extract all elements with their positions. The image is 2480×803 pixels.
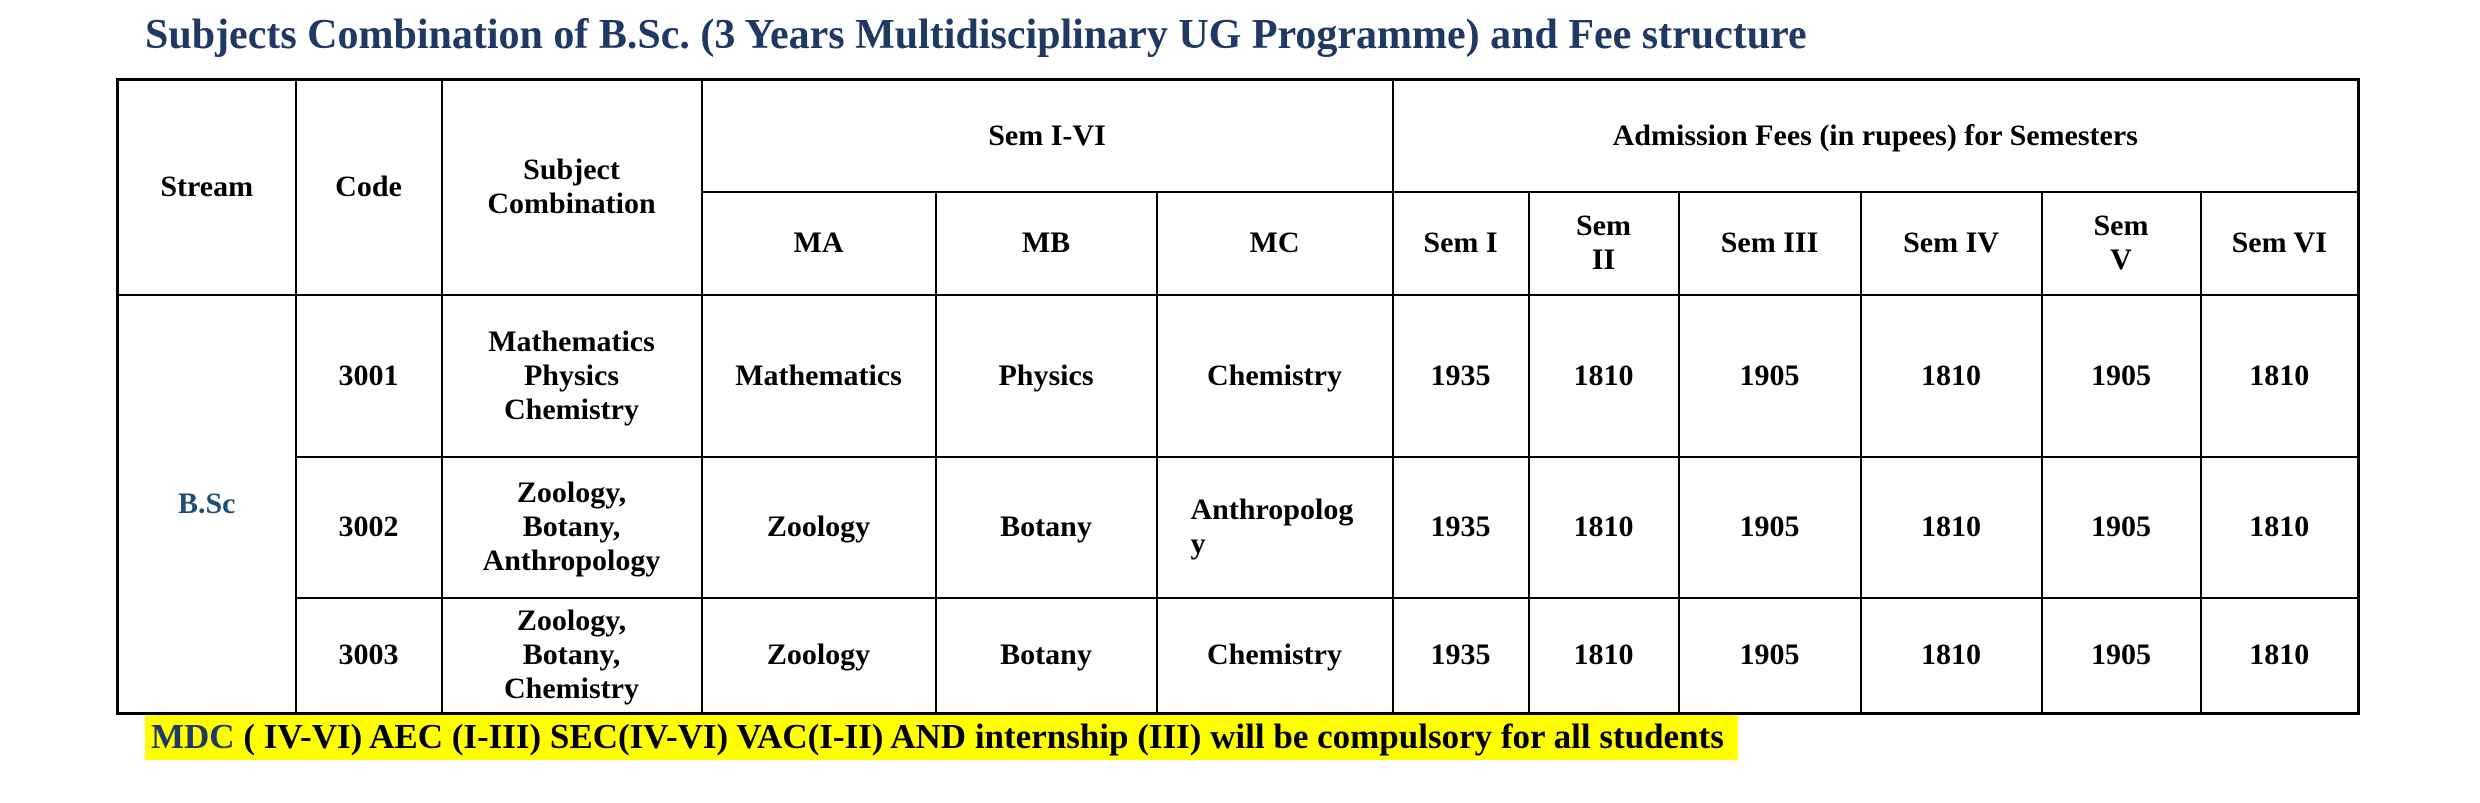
ma-cell: Zoology [700, 596, 937, 715]
fee-sem4-cell: 1810 [1859, 596, 2043, 715]
header-row-columns: MA MB MC Sem I Sem II Sem III Sem IV Sem… [118, 190, 2360, 296]
code-cell: 3002 [294, 455, 443, 599]
table-row-3002: 3002 Zoology, Botany, Anthropology Zoolo… [118, 455, 2360, 599]
mb-cell: Botany [934, 596, 1158, 715]
mb-cell: Botany [934, 455, 1158, 599]
fee-sem3-cell: 1905 [1677, 293, 1862, 458]
mb-cell: Physics [934, 293, 1158, 458]
fee-sem4-cell: 1810 [1859, 293, 2043, 458]
fee-sem6-cell: 1810 [2199, 596, 2360, 715]
mc-cell: Chemistry [1155, 596, 1394, 715]
code-cell: 3003 [294, 596, 443, 715]
header-sem-group: Sem I-VI [700, 78, 1394, 193]
fee-sem5-cell: 1905 [2040, 596, 2202, 715]
header-row-groups: Stream Code Subject Combination Sem I-VI… [116, 78, 2360, 296]
note-highlight: MDC ( IV-VI) AEC (I-III) SEC(IV-VI) VAC(… [145, 715, 1738, 760]
fee-sem3-cell: 1905 [1677, 455, 1862, 599]
header-ma: MA [700, 190, 937, 296]
ma-cell: Mathematics [700, 293, 937, 458]
fee-sem1-cell: 1935 [1391, 596, 1530, 715]
fee-sem5-cell: 1905 [2040, 293, 2202, 458]
compulsory-note: MDC ( IV-VI) AEC (I-III) SEC(IV-VI) VAC(… [145, 714, 1738, 760]
header-sem1: Sem I [1391, 190, 1530, 296]
header-sem5: Sem V [2040, 190, 2202, 296]
fee-sem1-cell: 1935 [1391, 455, 1530, 599]
combination-cell: Zoology, Botany, Chemistry [440, 596, 703, 715]
header-fees-group: Admission Fees (in rupees) for Semesters [1391, 78, 2360, 193]
fee-sem4-cell: 1810 [1859, 455, 2043, 599]
mc-cell: Anthropology [1155, 455, 1394, 599]
header-code: Code [294, 78, 443, 296]
table-row-3003: 3003 Zoology, Botany, Chemistry Zoology … [118, 596, 2360, 715]
fee-sem2-cell: 1810 [1527, 596, 1680, 715]
header-subject-combination: Subject Combination [440, 78, 703, 296]
ma-cell: Zoology [700, 455, 937, 599]
fee-sem1-cell: 1935 [1391, 293, 1530, 458]
combination-cell: Zoology, Botany, Anthropology [440, 455, 703, 599]
header-mb: MB [934, 190, 1158, 296]
fee-sem5-cell: 1905 [2040, 455, 2202, 599]
header-sem3: Sem III [1677, 190, 1862, 296]
fee-sem3-cell: 1905 [1677, 596, 1862, 715]
code-cell: 3001 [294, 293, 443, 458]
header-sem2: Sem II [1527, 190, 1680, 296]
table-row-3001: B.Sc 3001 Mathematics Physics Chemistry … [116, 293, 2360, 715]
note-text: ( IV-VI) AEC (I-III) SEC(IV-VI) VAC(I-II… [234, 717, 1724, 756]
fee-structure-table: Stream Code Subject Combination Sem I-VI… [116, 78, 2360, 715]
header-sem6: Sem VI [2199, 190, 2360, 296]
fee-sem2-cell: 1810 [1527, 293, 1680, 458]
combination-cell: Mathematics Physics Chemistry [440, 293, 703, 458]
header-stream: Stream [116, 78, 297, 296]
mc-cell: Chemistry [1155, 293, 1394, 458]
header-sem4: Sem IV [1859, 190, 2043, 296]
stream-value: B.Sc [116, 293, 297, 715]
mc-cell-text: Anthropology [1190, 493, 1354, 560]
fee-sem6-cell: 1810 [2199, 455, 2360, 599]
note-mdc-label: MDC [151, 717, 235, 756]
header-mc: MC [1155, 190, 1394, 296]
fee-sem2-cell: 1810 [1527, 455, 1680, 599]
fee-sem6-cell: 1810 [2199, 293, 2360, 458]
page-title: Subjects Combination of B.Sc. (3 Years M… [145, 12, 1807, 58]
